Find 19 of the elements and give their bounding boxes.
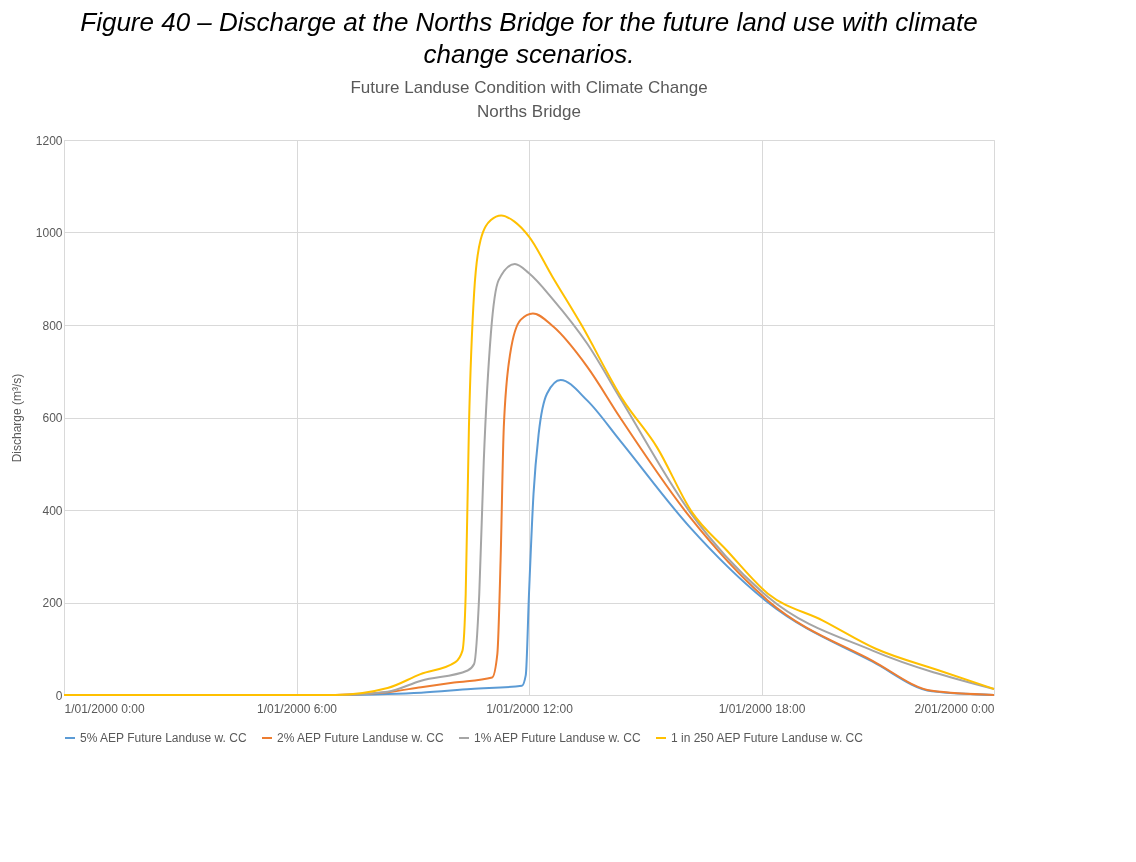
y-tick-label: 400 <box>42 503 63 518</box>
chart-subtitle: Future Landuse Condition with Climate Change Norths Bridge <box>350 78 708 121</box>
x-tick-label: 1/01/2000 18:00 <box>718 701 806 716</box>
legend-label: 1% AEP Future Landuse w. CC <box>474 731 641 745</box>
y-tick-label: 0 <box>55 688 63 703</box>
y-tick-label: 800 <box>42 318 63 333</box>
y-tick-label: 1000 <box>35 226 63 240</box>
x-tick-label: 1/01/2000 6:00 <box>256 701 338 716</box>
x-tick-label: 1/01/2000 0:00 <box>64 701 145 716</box>
legend-label: 2% AEP Future Landuse w. CC <box>277 731 444 745</box>
x-tick-label: 2/01/2000 0:00 <box>914 701 995 716</box>
y-tick-label: 1200 <box>35 133 63 148</box>
chart-title: Figure 40 – Discharge at the Norths Bridge for the future land use with climate change scenarios. <box>80 7 978 69</box>
y-tick-label: 200 <box>42 596 63 610</box>
x-tick-label: 1/01/2000 12:00 <box>486 701 574 716</box>
y-tick-label: 600 <box>42 411 63 425</box>
legend-label: 1 in 250 AEP Future Landuse w. CC <box>671 731 864 745</box>
y-axis-title: Discharge (m³/s) <box>9 373 24 463</box>
legend-label: 5% AEP Future Landuse w. CC <box>80 731 247 745</box>
